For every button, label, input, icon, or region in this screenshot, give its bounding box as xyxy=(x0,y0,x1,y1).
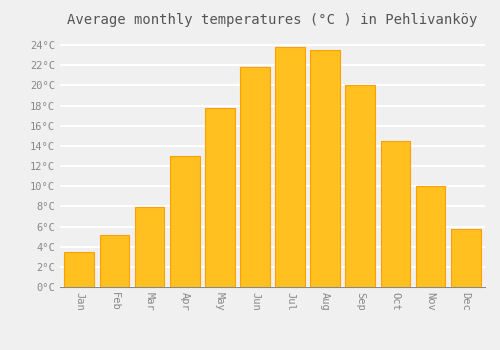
Bar xyxy=(416,186,446,287)
Bar xyxy=(240,67,270,287)
Bar xyxy=(64,252,94,287)
Title: Average monthly temperatures (°C ) in Pehlivanköy: Average monthly temperatures (°C ) in Pe… xyxy=(68,13,478,27)
Bar xyxy=(380,141,410,287)
Bar xyxy=(205,107,234,287)
Bar xyxy=(451,229,480,287)
Bar xyxy=(170,156,200,287)
Bar xyxy=(346,85,375,287)
Bar xyxy=(100,234,130,287)
Bar xyxy=(134,207,164,287)
Bar xyxy=(310,50,340,287)
Bar xyxy=(275,47,305,287)
